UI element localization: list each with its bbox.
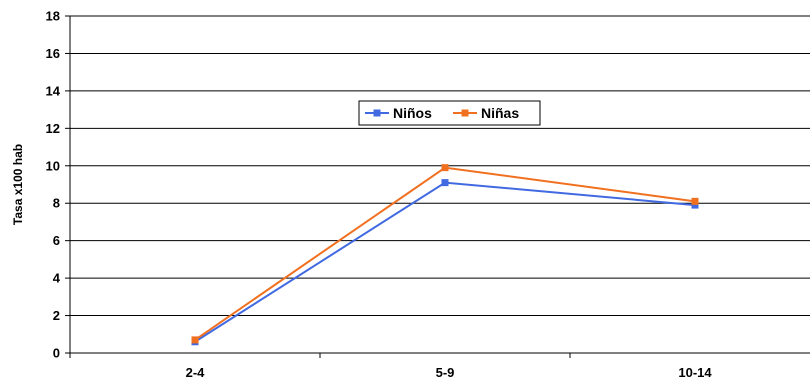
legend-label: Niños [393,105,432,121]
axes [65,15,810,358]
y-tick-label: 14 [46,83,61,98]
data-point [191,336,199,344]
series-line [194,166,696,341]
data-point [441,164,449,172]
data-point [691,201,699,209]
legend-marker [461,109,469,117]
y-tick-labels: 0 2 4 6 8 10 12 14 16 18 [46,9,61,361]
x-tick-label: 2-4 [186,365,206,380]
x-tick-label: 10-14 [678,365,712,380]
y-tick-label: 12 [46,121,60,136]
gridlines [70,15,810,317]
y-tick-label: 8 [53,196,60,211]
y-tick-label: 0 [53,346,60,361]
series-line [194,181,696,343]
y-tick-label: 10 [46,158,60,173]
data-point [441,179,449,187]
y-tick-label: 16 [46,46,60,61]
x-tick-label: 5-9 [436,365,455,380]
legend-label: Niñas [481,105,519,121]
y-tick-label: 18 [46,9,60,24]
legend: Niños Niñas [358,100,541,126]
data-point [691,197,699,205]
legend-marker [373,109,381,117]
x-tick-labels: 2-4 5-9 10-14 [186,365,713,380]
y-tick-label: 4 [53,271,61,286]
series-group [191,164,699,346]
legend-box [358,100,541,126]
y-tick-label: 6 [53,233,60,248]
y-axis-title: Tasa x100 hab [11,144,25,225]
y-tick-label: 2 [53,308,60,323]
